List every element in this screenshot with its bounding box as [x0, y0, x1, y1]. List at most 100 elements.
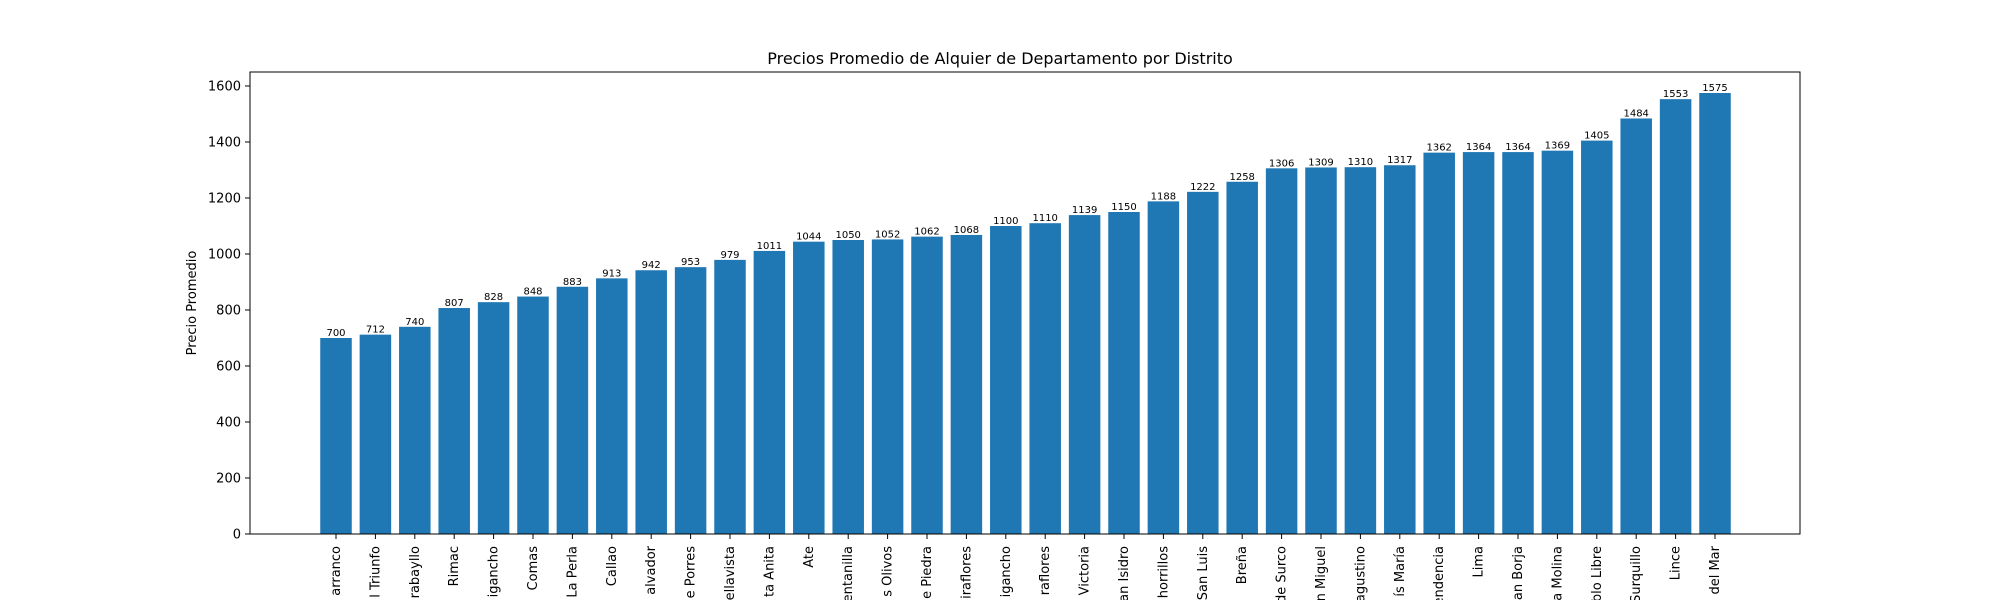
x-tick-label-3: Rimac: [447, 546, 462, 586]
bar-0: [320, 338, 352, 534]
y-tick-label-7: 1400: [208, 136, 241, 151]
data-label-21: 1188: [1151, 191, 1176, 202]
x-tick-label-33: Surquillo: [1629, 546, 1644, 600]
bar-4: [477, 302, 510, 534]
x-tick-label-7: Callao: [605, 546, 620, 586]
data-label-12: 1044: [796, 232, 821, 243]
data-label-25: 1309: [1308, 157, 1333, 168]
data-label-28: 1362: [1426, 143, 1451, 154]
bar-33: [1620, 118, 1652, 534]
y-tick-label-4: 800: [216, 304, 241, 319]
bar-3: [438, 308, 470, 534]
bar-25: [1305, 167, 1337, 535]
data-label-7: 913: [602, 268, 621, 279]
x-tick-label-28: endencia: [1432, 546, 1447, 600]
data-label-11: 1011: [757, 241, 782, 252]
x-tick-label-5: Comas: [526, 546, 541, 591]
bar-5: [517, 296, 549, 534]
y-tick-label-2: 400: [216, 416, 241, 431]
bar-22: [1187, 191, 1219, 534]
x-tick-label-22: San Luis: [1196, 546, 1211, 600]
bar-19: [1068, 215, 1101, 534]
x-axis: arranco l Triunfo rabayllo Rimac igancho Coma…: [329, 534, 1723, 600]
bar-16: [950, 234, 983, 534]
bar-31: [1541, 150, 1574, 534]
x-tick-label-10: ellavista: [723, 546, 738, 600]
bar-6: [556, 286, 589, 534]
data-label-22: 1222: [1190, 182, 1215, 193]
x-tick-label-27: ís María: [1393, 546, 1408, 597]
x-tick-label-32: blo Libre: [1590, 546, 1605, 600]
data-label-23: 1258: [1229, 172, 1254, 183]
bar-26: [1344, 167, 1377, 534]
x-tick-label-19: Victoria: [1078, 546, 1093, 595]
bar-34: [1659, 99, 1692, 534]
data-label-0: 700: [326, 328, 345, 339]
data-label-29: 1364: [1466, 142, 1491, 153]
data-label-5: 848: [523, 287, 542, 298]
plot-frame: [249, 71, 1801, 535]
bar-10: [714, 259, 746, 534]
x-tick-label-35: del Mar: [1708, 545, 1723, 594]
y-tick-label-8: 1600: [208, 80, 241, 95]
data-label-35: 1575: [1702, 83, 1727, 94]
x-tick-label-17: igancho: [999, 546, 1014, 597]
x-tick-label-6: La Perla: [565, 546, 580, 598]
bar-32: [1581, 140, 1613, 534]
data-label-34: 1553: [1663, 89, 1688, 100]
bar-13: [832, 240, 864, 534]
x-tick-label-13: entanilla: [841, 546, 856, 600]
bar-35: [1699, 93, 1731, 534]
data-label-33: 1484: [1623, 108, 1648, 119]
bar-23: [1226, 181, 1258, 534]
x-tick-label-0: arranco: [329, 546, 344, 596]
y-axis: 0 200 400 600 800 1000 1200 1400 1600: [208, 80, 250, 543]
data-label-32: 1405: [1584, 131, 1609, 142]
data-label-1: 712: [366, 325, 385, 336]
x-tick-label-26: agustino: [1353, 546, 1368, 600]
x-tick-label-15: e Piedra: [920, 546, 935, 599]
y-tick-label-1: 200: [216, 472, 241, 487]
y-tick-label-0: 0: [233, 528, 241, 543]
y-axis-label: Precio Promedio: [185, 251, 200, 356]
x-tick-label-1: l Triunfo: [368, 546, 383, 598]
data-label-8: 942: [642, 260, 661, 271]
data-label-18: 1110: [1032, 213, 1057, 224]
data-label-3: 807: [445, 298, 464, 309]
bar-2: [399, 326, 431, 534]
bar-20: [1108, 212, 1140, 534]
x-tick-label-20: an Isidro: [1117, 546, 1132, 600]
y-tick-label-3: 600: [216, 360, 241, 375]
chart-title: Precios Promedio de Alquier de Departame…: [767, 49, 1233, 68]
x-tick-label-16: iraflores: [959, 546, 974, 599]
x-tick-label-21: horrillos: [1156, 546, 1171, 598]
x-tick-label-12: Ate: [802, 546, 817, 568]
data-label-2: 740: [405, 317, 424, 328]
x-tick-label-25: n Miguel: [1314, 546, 1329, 600]
x-tick-label-9: e Porres: [684, 546, 699, 599]
bar-28: [1423, 152, 1455, 534]
data-label-13: 1050: [835, 230, 860, 241]
bar-27: [1384, 165, 1416, 535]
data-label-16: 1068: [954, 225, 979, 236]
data-label-14: 1052: [875, 229, 900, 240]
x-tick-label-29: Lima: [1472, 546, 1487, 577]
data-label-27: 1317: [1387, 155, 1412, 166]
x-tick-label-23: Breña: [1235, 546, 1250, 584]
x-tick-label-31: a Molina: [1550, 546, 1565, 600]
bar-7: [596, 278, 628, 534]
data-label-15: 1062: [914, 227, 939, 238]
bar-11: [753, 250, 786, 535]
y-tick-label-6: 1200: [208, 192, 241, 207]
data-label-19: 1139: [1072, 205, 1097, 216]
y-tick-label-5: 1000: [208, 248, 241, 263]
bar-18: [1029, 223, 1061, 534]
x-tick-label-24: de Surco: [1275, 546, 1290, 600]
x-tick-label-8: alvador: [644, 545, 659, 594]
data-label-17: 1100: [993, 216, 1018, 227]
data-label-10: 979: [720, 250, 739, 261]
x-tick-label-34: Lince: [1669, 546, 1684, 580]
data-label-9: 953: [681, 257, 700, 268]
x-tick-label-30: an Borja: [1511, 546, 1526, 600]
